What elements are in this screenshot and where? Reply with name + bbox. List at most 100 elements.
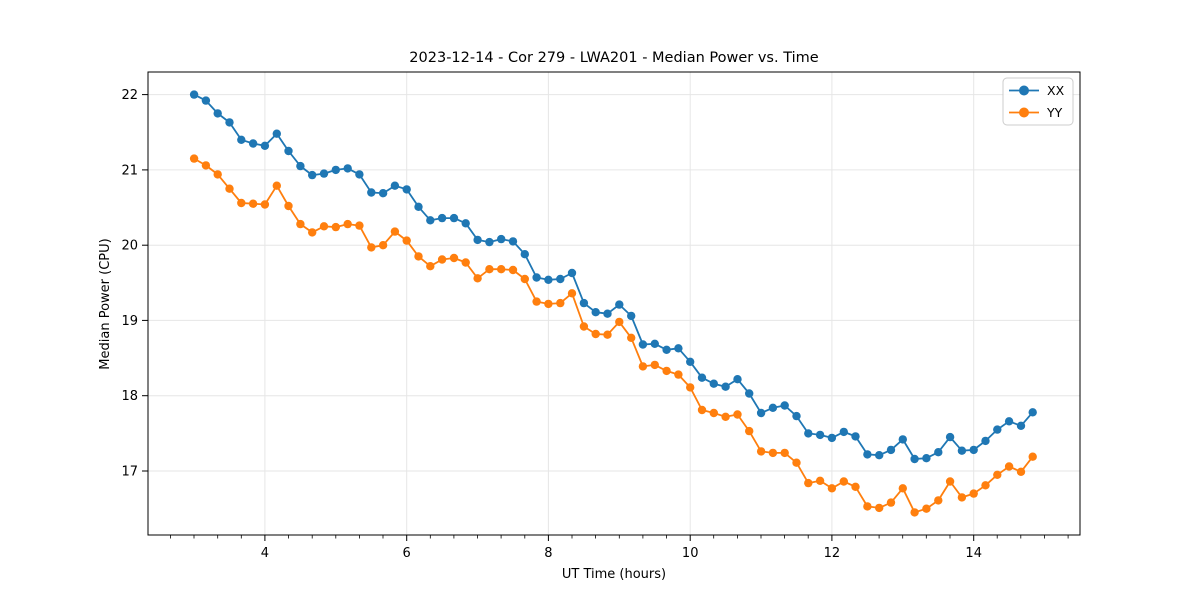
data-point — [532, 273, 541, 282]
data-point — [662, 345, 671, 354]
data-point — [804, 429, 813, 438]
x-tick-label: 8 — [544, 546, 552, 561]
data-point — [922, 504, 931, 513]
data-point — [745, 426, 754, 436]
data-point — [213, 109, 222, 118]
data-point — [709, 379, 718, 388]
grid-layer — [148, 72, 1080, 535]
legend-label-xx: XX — [1047, 83, 1065, 98]
data-point — [402, 236, 411, 245]
data-point — [745, 389, 754, 398]
data-point — [497, 234, 506, 244]
data-point — [260, 200, 270, 209]
data-point — [308, 228, 317, 237]
data-point — [331, 222, 340, 232]
legend-item-xx: XX — [1009, 83, 1065, 98]
data-point — [993, 470, 1002, 479]
data-point — [284, 146, 293, 156]
data-point — [544, 275, 553, 284]
data-point — [780, 401, 789, 410]
y-tick-label: 22 — [121, 88, 138, 103]
data-point — [189, 90, 199, 99]
series-yy — [189, 154, 1037, 517]
data-point — [532, 297, 541, 306]
data-point — [615, 300, 624, 309]
data-point — [402, 185, 411, 194]
x-tick-label: 10 — [682, 546, 699, 561]
data-point — [615, 317, 624, 327]
data-point — [945, 432, 955, 442]
data-point — [851, 432, 860, 441]
data-point — [213, 170, 222, 179]
data-point — [863, 450, 872, 459]
data-point — [567, 289, 577, 298]
series-layer — [189, 90, 1037, 517]
data-point — [355, 170, 364, 179]
data-point — [189, 154, 199, 163]
data-point — [792, 411, 801, 421]
y-tick-label: 20 — [121, 239, 138, 254]
data-point — [414, 202, 423, 211]
data-point — [272, 129, 281, 138]
data-point — [875, 503, 884, 513]
data-point — [567, 268, 577, 278]
data-point — [1028, 408, 1037, 417]
data-point — [367, 243, 376, 252]
data-point — [591, 308, 600, 317]
data-point — [934, 496, 943, 505]
data-point — [343, 219, 352, 229]
data-point — [296, 161, 305, 171]
data-point — [426, 216, 435, 225]
data-point — [910, 508, 919, 517]
legend: XX YY — [1002, 77, 1074, 126]
data-point — [922, 454, 931, 463]
data-point — [378, 189, 388, 198]
data-point — [508, 237, 518, 246]
data-point — [225, 184, 234, 193]
legend-label-yy: YY — [1046, 105, 1063, 120]
x-tick-label: 6 — [403, 546, 411, 561]
data-point — [473, 274, 482, 283]
data-point — [627, 333, 636, 342]
data-point — [674, 344, 683, 353]
chart-title: 2023-12-14 - Cor 279 - LWA201 - Median P… — [409, 50, 818, 66]
legend-item-yy: YY — [1009, 105, 1063, 120]
data-point — [378, 241, 388, 250]
data-point — [638, 340, 648, 349]
data-point — [969, 445, 978, 455]
data-point — [319, 169, 329, 178]
data-point — [272, 181, 281, 190]
data-point — [993, 425, 1002, 434]
data-point — [627, 311, 636, 321]
data-point — [248, 199, 258, 208]
data-point — [756, 408, 766, 418]
data-point — [367, 188, 376, 197]
data-point — [662, 366, 671, 376]
data-point — [1004, 462, 1014, 471]
data-point — [331, 165, 340, 175]
data-point — [520, 250, 529, 259]
data-point — [1028, 452, 1037, 461]
x-axis-label: UT Time (hours) — [562, 567, 666, 582]
data-point — [437, 213, 447, 223]
data-point — [804, 478, 813, 488]
data-point — [201, 96, 211, 105]
data-point — [780, 448, 789, 458]
data-point — [733, 375, 742, 384]
data-point — [1016, 421, 1026, 430]
data-point — [650, 360, 659, 370]
y-axis-label: Median Power (CPU) — [98, 238, 113, 369]
data-point — [674, 370, 683, 379]
data-point — [284, 201, 293, 211]
data-point — [697, 405, 707, 415]
data-point — [508, 265, 518, 275]
legend-marker-xx — [1019, 85, 1029, 96]
y-tick-label: 19 — [121, 314, 138, 329]
data-point — [473, 235, 482, 245]
data-point — [248, 139, 258, 148]
data-point — [756, 447, 766, 456]
data-point — [945, 477, 955, 486]
data-point — [461, 219, 470, 228]
data-point — [461, 258, 470, 267]
data-point — [981, 436, 990, 446]
